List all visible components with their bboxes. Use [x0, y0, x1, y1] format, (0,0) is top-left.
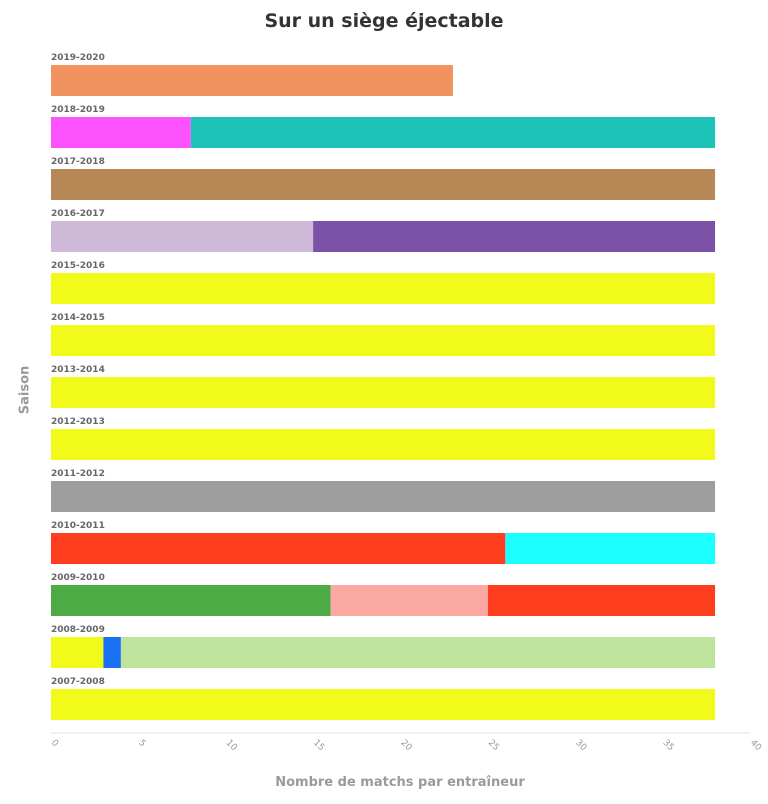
bar-segment — [51, 117, 191, 148]
season-label: 2007-2008 — [51, 677, 105, 687]
bar-segment — [51, 533, 506, 564]
x-tick-label: 30 — [573, 738, 588, 753]
x-tick-label: 20 — [398, 738, 413, 753]
bar-segment — [51, 429, 716, 460]
bar-segment — [190, 117, 716, 148]
bar-segment — [51, 65, 453, 96]
season-label: 2012-2013 — [51, 417, 105, 427]
x-tick-label: 25 — [486, 738, 501, 753]
bar-segment — [51, 221, 314, 252]
season-label: 2010-2011 — [51, 521, 105, 531]
bar-segment — [330, 585, 488, 616]
season-label: 2016-2017 — [51, 209, 105, 219]
season-label: 2018-2019 — [51, 105, 105, 115]
chart-title: Sur un siège éjectable — [264, 10, 504, 32]
bar-segment — [51, 481, 716, 512]
bar-segment — [51, 377, 716, 408]
bar-segment — [51, 585, 331, 616]
season-label: 2008-2009 — [51, 625, 105, 635]
bar-segment — [103, 637, 121, 668]
bar-segment — [51, 689, 716, 720]
season-label: 2013-2014 — [51, 365, 105, 375]
x-tick-label: 10 — [224, 738, 239, 753]
bar-segment — [505, 533, 716, 564]
bar-segment — [51, 169, 716, 200]
season-label: 2015-2016 — [51, 261, 105, 271]
bar-segment — [120, 637, 716, 668]
season-label: 2011-2012 — [51, 469, 105, 479]
x-tick-label: 35 — [661, 738, 676, 753]
x-axis-label: Nombre de matchs par entraîneur — [275, 775, 525, 790]
season-label: 2017-2018 — [51, 157, 105, 167]
bar-segment — [51, 325, 716, 356]
x-tick-label: 40 — [748, 738, 763, 753]
bar-segment — [487, 585, 716, 616]
bar-segment — [51, 273, 716, 304]
season-label: 2019-2020 — [51, 53, 105, 63]
bar-segment — [51, 637, 104, 668]
season-label: 2009-2010 — [51, 573, 105, 583]
bar-segment — [313, 221, 716, 252]
season-label: 2014-2015 — [51, 313, 105, 323]
x-tick-label: 15 — [311, 738, 326, 753]
x-tick-label: 5 — [136, 738, 147, 749]
x-tick-label: 0 — [49, 738, 60, 749]
